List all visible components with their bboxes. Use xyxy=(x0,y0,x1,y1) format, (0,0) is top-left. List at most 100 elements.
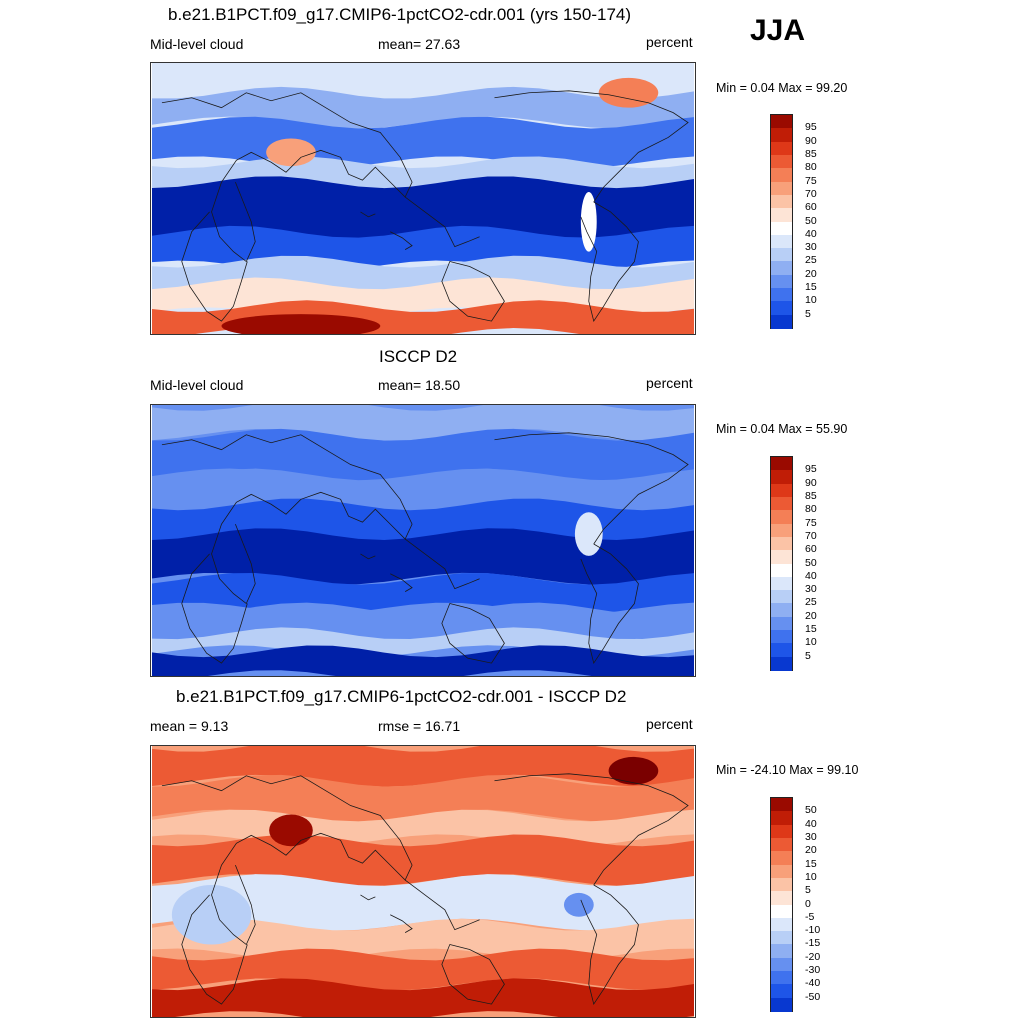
colorbar-swatch xyxy=(771,194,792,209)
field-band xyxy=(152,405,694,441)
colorbar-tick-label: -40 xyxy=(805,977,821,990)
coastline xyxy=(390,231,413,250)
field-blob xyxy=(266,138,316,167)
coastline xyxy=(360,211,376,218)
mean-label: mean= 27.63 xyxy=(378,36,461,52)
coastline xyxy=(441,603,505,664)
coastline xyxy=(360,553,376,560)
coastline xyxy=(161,92,413,263)
colorbar-tick-label: 30 xyxy=(805,241,817,254)
colorbar-tick-label: 5 xyxy=(805,884,811,897)
colorbar-tick-label: 50 xyxy=(805,804,817,817)
colorbar-swatch xyxy=(771,603,792,618)
field-band xyxy=(152,774,694,822)
field-band xyxy=(152,528,694,585)
colorbar-tick-label: 20 xyxy=(805,267,817,280)
colorbar-swatch xyxy=(771,824,792,839)
colorbar-tick-label: 15 xyxy=(805,857,817,870)
colorbar-tick-label: 10 xyxy=(805,294,817,307)
coastline xyxy=(390,914,413,933)
field-blob xyxy=(580,192,597,252)
colorbar-tick-label: 60 xyxy=(805,201,817,214)
colorbar-tick-label: 30 xyxy=(805,583,817,596)
colorbar-tick-label: 90 xyxy=(805,476,817,489)
field-blob xyxy=(598,77,659,108)
colorbar-swatch xyxy=(771,851,792,866)
colorbar-tick-label: 25 xyxy=(805,254,817,267)
colorbar-swatch xyxy=(771,510,792,525)
colorbar-tick-label: 40 xyxy=(805,227,817,240)
colorbar-swatch xyxy=(771,944,792,959)
colorbar-swatch xyxy=(771,496,792,511)
colorbar-tick-label: -10 xyxy=(805,924,821,937)
coastline xyxy=(181,553,248,664)
colorbar-swatch xyxy=(771,616,792,631)
colorbar-tick-label: 85 xyxy=(805,147,817,160)
mean-label: mean= 18.50 xyxy=(378,377,461,393)
coastline xyxy=(441,944,505,1005)
model-map xyxy=(150,62,696,335)
colorbar-swatch xyxy=(771,917,792,932)
colorbar-tick-label: 75 xyxy=(805,516,817,529)
colorbar-swatch xyxy=(771,168,792,183)
colorbar-swatch xyxy=(771,470,792,485)
coastline xyxy=(360,894,376,901)
colorbar-swatch xyxy=(771,563,792,578)
colorbar-tick-label: 30 xyxy=(805,830,817,843)
colorbar-swatch xyxy=(771,811,792,826)
colorbar-swatch xyxy=(771,483,792,498)
colorbar-swatch xyxy=(771,523,792,538)
panel-title: b.e21.B1PCT.f09_g17.CMIP6-1pctCO2-cdr.00… xyxy=(176,687,627,706)
colorbar-tick-label: 95 xyxy=(805,463,817,476)
colorbar xyxy=(770,114,793,329)
colorbar-tick-label: 90 xyxy=(805,134,817,147)
colorbar-swatch xyxy=(771,115,792,129)
coastline xyxy=(580,201,639,323)
colorbar-swatch xyxy=(771,536,792,551)
field-band xyxy=(152,86,694,129)
coastline xyxy=(161,434,413,605)
colorbar-tick-label: 40 xyxy=(805,817,817,830)
colorbar-tick-label: 50 xyxy=(805,214,817,227)
colorbar-tick-label: 75 xyxy=(805,174,817,187)
colorbar-swatch xyxy=(771,154,792,169)
colorbar-swatch xyxy=(771,274,792,289)
coastline xyxy=(441,261,505,322)
field-band xyxy=(152,978,694,1017)
colorbar-swatch xyxy=(771,643,792,658)
colorbar-swatch xyxy=(771,208,792,222)
colorbar-tick-label: 10 xyxy=(805,636,817,649)
colorbar-swatch xyxy=(771,837,792,852)
colorbar-swatch xyxy=(771,864,792,879)
colorbar-tick-label: 15 xyxy=(805,281,817,294)
colorbar-swatch xyxy=(771,128,792,143)
colorbar-tick-label: 70 xyxy=(805,187,817,200)
coastline xyxy=(580,543,639,665)
colorbar-swatch xyxy=(771,904,792,919)
colorbar-swatch xyxy=(771,971,792,985)
colorbar-tick-label: 40 xyxy=(805,569,817,582)
colorbar xyxy=(770,797,793,1012)
colorbar-tick-label: 10 xyxy=(805,870,817,883)
colorbar-swatch xyxy=(771,141,792,156)
colorbar-tick-label: 20 xyxy=(805,844,817,857)
coastline xyxy=(390,573,413,592)
colorbar-tick-label: -50 xyxy=(805,990,821,1003)
mean-label: mean = 9.13 xyxy=(150,718,229,734)
colorbar-tick-label: 95 xyxy=(805,121,817,134)
colorbar-swatch xyxy=(771,234,792,249)
minmax-label: Min = 0.04 Max = 99.20 xyxy=(716,81,848,95)
colorbar-swatch xyxy=(771,984,792,999)
colorbar-tick-label: -20 xyxy=(805,950,821,963)
colorbar-swatch xyxy=(771,798,792,812)
colorbar-tick-label: -15 xyxy=(805,937,821,950)
colorbar-tick-label: 80 xyxy=(805,161,817,174)
colorbar-swatch xyxy=(771,576,792,591)
units-label: percent xyxy=(646,716,693,732)
colorbar-swatch xyxy=(771,957,792,972)
colorbar-swatch xyxy=(771,550,792,564)
colorbar-tick-label: 80 xyxy=(805,503,817,516)
panel-title: ISCCP D2 xyxy=(379,347,458,366)
colorbar xyxy=(770,456,793,671)
coastline xyxy=(580,884,639,1006)
